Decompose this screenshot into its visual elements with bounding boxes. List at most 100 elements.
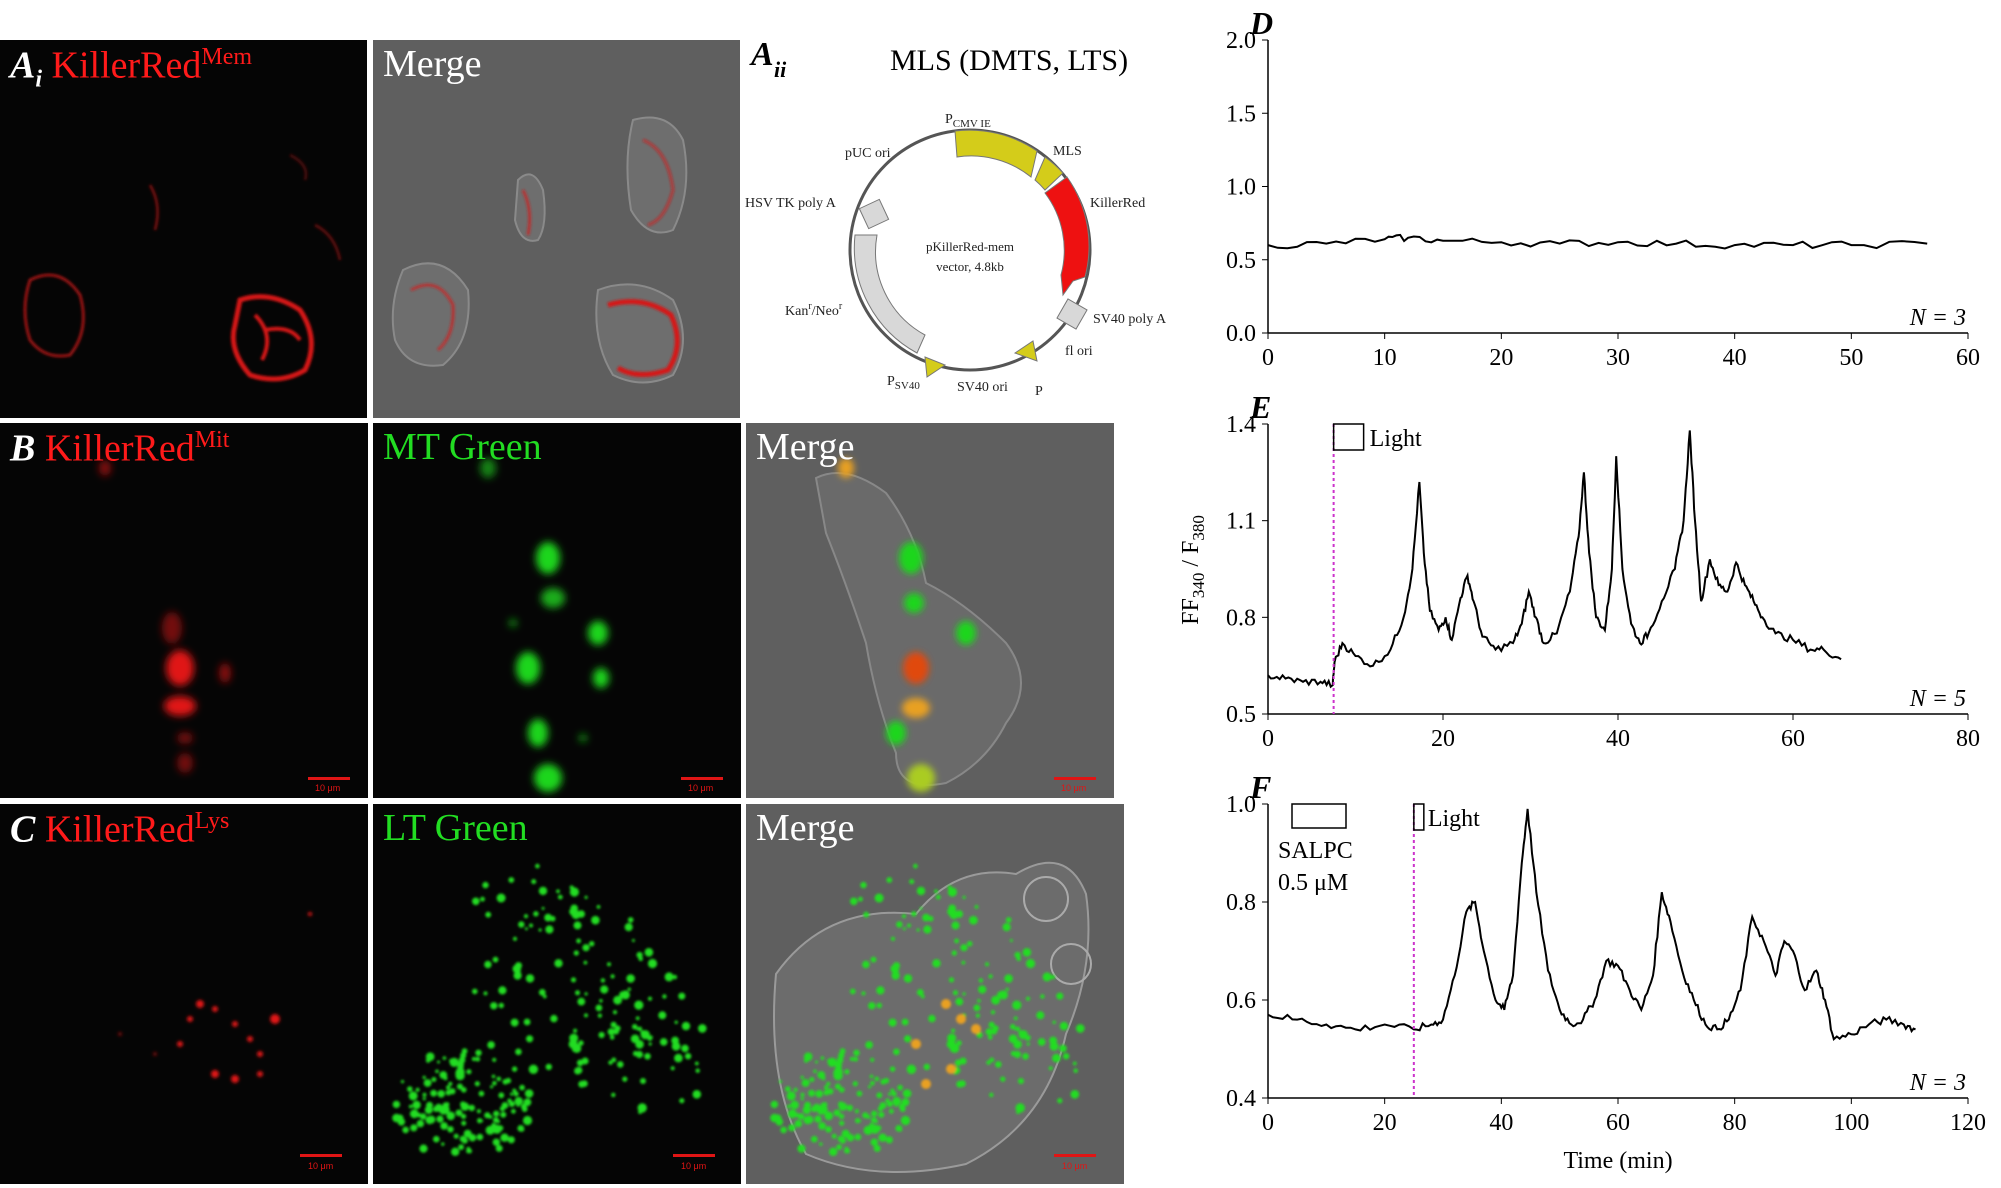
killerred-label: KillerRed [1090,196,1145,211]
merge-punctum [909,879,915,885]
merge-punctum [860,881,867,889]
merge-punctum [863,1125,873,1135]
lysosome-punctum [415,1087,420,1092]
merge-punctum [954,938,959,944]
lysosome-punctum [508,1101,515,1107]
lysosome-punctum [476,1109,481,1114]
merge-punctum [895,971,900,976]
merge-punctum [902,1089,912,1098]
y-tick-label: 2.0 [1226,28,1256,54]
p-label: P [1035,384,1043,399]
lysosome-punctum [519,1084,525,1091]
merge-punctum [800,1092,805,1097]
merge-punctum [803,1052,813,1061]
merge-punctum [962,992,966,996]
merge-punctum [787,1109,797,1119]
lysosome-punctum [584,1013,588,1018]
merge-punctum [995,1061,1002,1068]
merge-punctum [1057,1098,1063,1104]
merge-punctum [775,1118,784,1126]
lysosome-punctum [664,972,674,982]
merge-punctum [874,1076,880,1082]
lysosome-punctum [498,986,507,995]
merge-punctum [1022,948,1032,957]
lysosome-punctum [498,1092,505,1099]
x-tick-label: 0 [1262,345,1274,371]
merge-punctum [874,893,884,903]
merge-punctum [861,991,866,996]
x-tick-label: 20 [1431,726,1455,752]
lysosome-punctum [433,1135,440,1143]
lysosome-punctum [398,1114,402,1119]
lysosome-punctum [480,896,485,902]
merge-punctum [969,915,978,925]
colocalized-punctum [921,1079,931,1089]
plasmid-center-name: pKillerRed-mem [926,239,1014,254]
lysosome-punctum [487,1041,495,1049]
cell-outline-1 [1023,876,1069,922]
merge-punctum [791,1101,798,1108]
lysosome-punctum [413,1101,420,1108]
merge-punctum [928,1014,936,1023]
lysosome-punctum [492,1080,497,1086]
lysosome-punctum [435,1069,439,1074]
merge-punctum [802,1106,811,1114]
lysosome-punctum [430,1089,437,1097]
merge-punctum [883,1077,890,1084]
merge-punctum [876,1002,882,1009]
x-tick-label: 40 [1489,1110,1513,1136]
merge-punctum [961,960,966,965]
panel-aii-title: MLS (DMTS, LTS) [890,44,1128,77]
lysosome-punctum [674,1020,678,1024]
lysosome-punctum [468,1104,475,1112]
lysosome-punctum [472,897,480,906]
lysosome-punctum [500,1111,507,1118]
merge-punctum [826,1081,831,1086]
lysosome-punctum [528,1064,539,1074]
sv40polya-label: SV40 poly A [1093,312,1167,327]
lysosome-punctum [599,999,603,1003]
merge-punctum [948,977,955,983]
lysosome-punctum [448,1081,453,1086]
merge-punctum [1000,1076,1006,1082]
merge-punctum [1048,1066,1053,1071]
merge-punctum [897,1084,903,1091]
light-box [1332,423,1365,451]
y-tick-label: 1.1 [1226,509,1256,535]
merge-punctum [1018,1078,1024,1084]
lysosome-punctum [556,889,560,894]
panel-c-killerred-lys: C KillerRedLys 10 μm [0,804,368,1184]
pcmv-label: PCMV IE [945,112,991,130]
merge-punctum [855,1118,861,1124]
x-axis-label: Time (min) [1563,1148,1672,1174]
panel-c-merge-label: Merge [756,807,855,849]
lysosome-punctum [461,1120,467,1126]
merge-punctum [797,1113,805,1120]
lysosome-punctum [591,915,600,925]
lysosome-punctum [523,1018,531,1026]
merge-punctum [818,1122,826,1130]
lysosome-punctum [491,1122,496,1127]
lysosome-punctum [607,1028,615,1036]
lysosome-punctum [449,1057,459,1067]
merge-punctum [911,911,917,917]
lysosome-punctum [647,1036,653,1041]
lysosome-punctum [409,1109,419,1119]
lysosome-punctum [505,1077,512,1084]
merge-punctum [800,1075,804,1080]
lysosome-punctum [467,1148,472,1154]
merge-punctum [845,1148,850,1154]
kan-neo-arrow [853,234,926,354]
lysosome-punctum [500,1133,509,1142]
lysosome-punctum [410,1124,418,1132]
lysosome-punctum [485,1125,495,1135]
lysosome-punctum [440,1104,450,1115]
lysosome-punctum [659,1038,668,1046]
lysosome-punctum [531,879,537,885]
merge-punctum [858,896,863,902]
drug-label: SALPC [1278,838,1353,864]
lysosome-punctum [538,928,542,932]
panel-b-killerred-mit: B KillerRedMit 10 μm [0,423,368,798]
lysosome-punctum [456,1083,463,1090]
x-tick-label: 10 [1373,345,1397,371]
